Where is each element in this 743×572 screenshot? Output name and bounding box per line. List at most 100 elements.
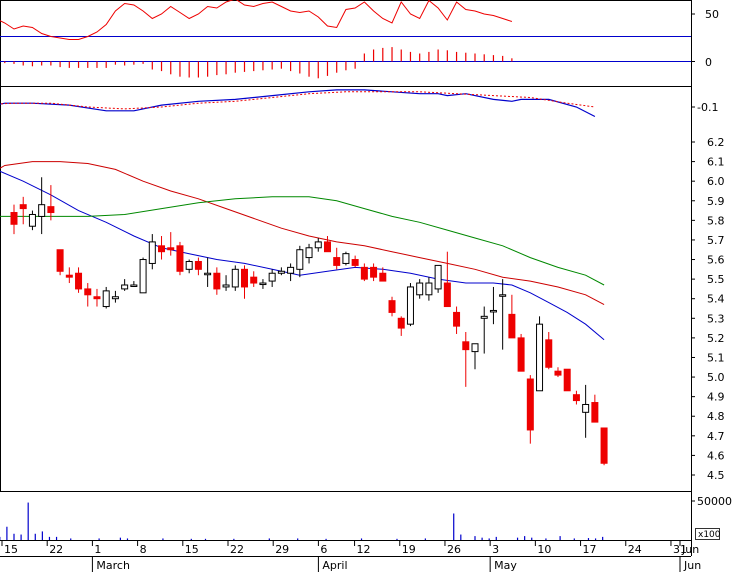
candle-body [462, 341, 470, 351]
candle-body [204, 272, 212, 276]
macd-signal-line [0, 91, 595, 110]
price-tick-label: 5.9 [707, 195, 725, 208]
candle-body [194, 260, 202, 270]
day-tick-label: 31 [673, 543, 687, 556]
price-tick-label: 5.2 [707, 332, 725, 345]
candle-body [370, 266, 378, 278]
candle-body [268, 272, 276, 282]
candle-body [121, 284, 129, 290]
macd-panel: -0.1 [0, 89, 718, 118]
price-tick-label: 4.9 [707, 391, 725, 404]
candle-body [342, 253, 350, 264]
month-label: March [96, 559, 130, 572]
month-label: May [494, 559, 517, 572]
ma-medium-line [0, 161, 605, 306]
month-label: Jun [683, 559, 701, 572]
macd-tick-label: -0.1 [697, 101, 718, 114]
price-tick-label: 5.7 [707, 234, 725, 247]
candle-body [508, 313, 516, 339]
candle-body [471, 343, 479, 353]
candle-body [406, 286, 414, 325]
candle-body [434, 264, 442, 290]
candle-body [296, 249, 304, 270]
candle-body [287, 266, 295, 274]
day-tick-label: 29 [275, 543, 289, 556]
candle-body [333, 257, 341, 266]
candle-body [167, 247, 175, 251]
month-label: April [322, 559, 347, 572]
candle-body [47, 206, 55, 214]
volume-tick-label: 50000 [697, 495, 732, 508]
price-tick-label: 4.8 [707, 410, 725, 423]
day-tick-label: 22 [230, 543, 244, 556]
day-tick-label: 15 [185, 543, 199, 556]
day-tick-label: 3 [492, 543, 499, 556]
candle-body [250, 276, 258, 284]
price-tick-label: 5.6 [707, 254, 725, 267]
candle-body [397, 317, 405, 329]
candle-body [130, 284, 138, 287]
price-tick-label: 4.7 [707, 430, 725, 443]
macd-hist-tick-label: 0 [705, 56, 712, 69]
candle-body [259, 282, 267, 286]
day-tick-label: 12 [357, 543, 371, 556]
candle-body [591, 402, 599, 423]
candle-body [323, 241, 331, 253]
candle-body [443, 282, 451, 308]
ma-short-line [0, 170, 605, 341]
rsi-panel: 50 [0, 0, 719, 40]
candle-body [139, 259, 147, 294]
day-tick-label: 24 [628, 543, 642, 556]
candle-body [75, 272, 83, 290]
macd-line [0, 89, 596, 118]
candle-body [213, 272, 221, 290]
plot-border [0, 0, 692, 492]
candle-body [499, 294, 507, 297]
day-tick-label: 26 [447, 543, 461, 556]
candle-body [305, 247, 313, 259]
chart-frame [0, 0, 692, 556]
volume-panel: 50000 x100 [0, 495, 732, 540]
rsi-line [0, 0, 513, 40]
price-panel: 6.2 6.1 6.0 5.9 5.8 5.7 5.6 5.5 5.4 5.3 5.2 5.1 5.0 4… [0, 136, 725, 482]
price-tick-label: 5.8 [707, 214, 725, 227]
ma-long-line [0, 196, 605, 286]
candle-body [388, 300, 396, 313]
price-tick-label: 5.4 [707, 293, 725, 306]
candle-body [453, 311, 461, 327]
candle-body [360, 266, 368, 280]
rsi-tick-label: 50 [705, 8, 719, 21]
price-tick-label: 6.0 [707, 175, 725, 188]
candle-body [65, 274, 73, 278]
day-tick-label: 6 [320, 543, 327, 556]
candle-body [379, 272, 387, 282]
candle-body [111, 296, 119, 300]
macd-histogram-panel: 0 [0, 47, 712, 79]
price-tick-label: 5.0 [707, 371, 725, 384]
volume-unit-box [695, 528, 720, 540]
candle-body [19, 204, 27, 210]
candle-body [425, 282, 433, 296]
candle-body [222, 284, 230, 288]
price-tick-label: 4.6 [707, 449, 725, 462]
day-tick-label: 22 [49, 543, 63, 556]
candle-body [600, 427, 608, 464]
candle-body [231, 268, 239, 288]
candle-body [480, 315, 488, 319]
candle-body [582, 403, 590, 413]
volume-unit-label: x100 [698, 530, 721, 540]
day-tick-label: 19 [402, 543, 416, 556]
candle-body [185, 260, 193, 270]
price-tick-label: 6.2 [707, 136, 725, 149]
day-tick-label: 17 [583, 543, 597, 556]
candle-body [526, 378, 534, 431]
price-tick-label: 6.1 [707, 156, 725, 169]
candle-body [563, 368, 571, 392]
candle-body [148, 241, 156, 264]
candle-body [84, 288, 92, 296]
candle-body [554, 370, 562, 376]
candle-body [102, 290, 110, 308]
price-tick-label: 4.5 [707, 469, 725, 482]
